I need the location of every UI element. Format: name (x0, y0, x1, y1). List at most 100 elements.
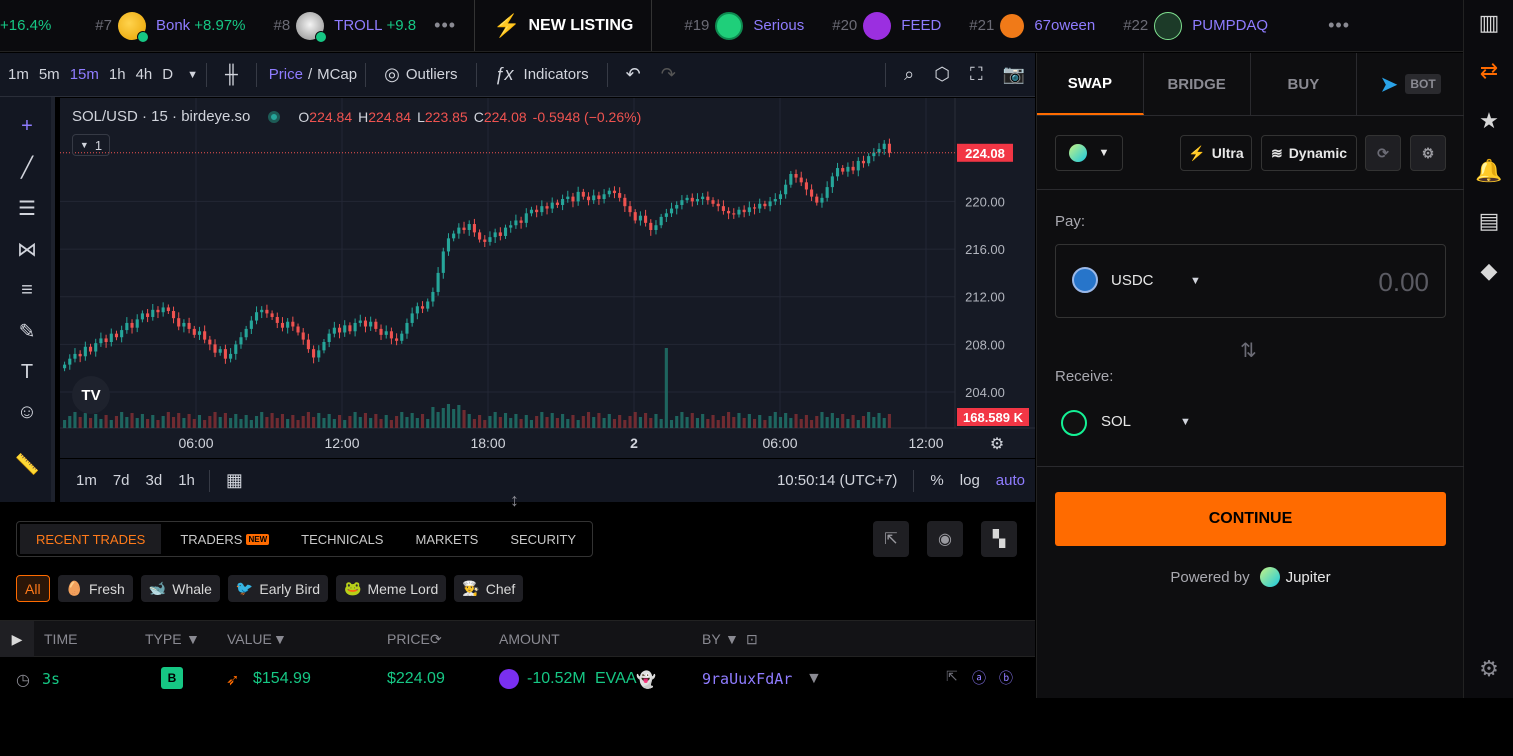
filter-early-bird[interactable]: 🐦 Early Bird (227, 575, 329, 602)
ticker-item-bonk[interactable]: #7 Bonk +8.97% (95, 0, 245, 51)
tab-markets[interactable]: MARKETS (415, 531, 479, 547)
percent-toggle[interactable]: % (930, 472, 944, 489)
listing-67oween[interactable]: #21 67oween (969, 0, 1095, 51)
listing-serious[interactable]: #19 Serious (684, 0, 804, 51)
resize-handle[interactable]: ↕ (510, 490, 519, 510)
legend-collapse-button[interactable]: ▼ 1 (72, 134, 110, 156)
redo-icon[interactable]: ↷ (660, 64, 676, 84)
receive-token[interactable]: SOL (1101, 413, 1132, 430)
network-select[interactable]: ▼ (1055, 135, 1123, 171)
range-1m[interactable]: 1m (76, 472, 97, 489)
layout-button[interactable]: ▚ (981, 521, 1017, 557)
swap-direction-icon[interactable]: ⇅ (1240, 340, 1257, 362)
indicators-button[interactable]: Indicators (523, 66, 589, 83)
mcap-toggle[interactable]: MCap (317, 66, 358, 83)
price-chart[interactable]: 220.00 216.00 212.00 208.00 204.00 06:00 12:00… (60, 98, 1035, 458)
prediction-icon[interactable]: ≡ (21, 278, 33, 301)
filter-fresh[interactable]: 🥚 Fresh (57, 575, 133, 602)
tab-recent-trades[interactable]: RECENT TRADES (20, 524, 162, 554)
listing-feed[interactable]: #20 FEED (832, 0, 941, 51)
filter-whale[interactable]: 🐋 Whale (140, 575, 220, 602)
chevron-down-icon[interactable]: ▼ (1180, 416, 1191, 428)
price-toggle[interactable]: Price (268, 66, 303, 83)
fib-icon[interactable]: ☰ (18, 197, 36, 220)
filter-icon[interactable]: ▼ (725, 631, 739, 647)
table-row[interactable]: ◷ 3s B ➶ $154.99 $224.09 -10.52M EVAA 👻 … (0, 658, 1035, 698)
text-icon[interactable]: T (20, 360, 34, 383)
settings-icon[interactable]: ⬡ (934, 64, 950, 84)
undo-icon[interactable]: ↶ (625, 64, 641, 84)
timeframe-4h[interactable]: 4h (135, 66, 153, 83)
tag-icon[interactable]: ◆ (1480, 258, 1498, 283)
listing-pumpdaq[interactable]: #22 PUMPDAQ (1123, 0, 1268, 51)
pay-token[interactable]: USDC (1111, 272, 1154, 289)
continue-button[interactable]: CONTINUE (1055, 492, 1446, 546)
crosshair-icon[interactable]: + (21, 114, 33, 137)
bot-icon[interactable]: ⊡ (746, 631, 758, 647)
camera-icon[interactable]: 📷 (1002, 64, 1025, 84)
brush-icon[interactable]: ✎ (18, 320, 36, 343)
col-price[interactable]: PRICE (387, 631, 430, 647)
bell-icon[interactable]: 🔔 (1475, 158, 1503, 183)
timeframe-D[interactable]: D (162, 66, 174, 83)
star-icon[interactable]: ★ (1479, 108, 1499, 133)
filter-all[interactable]: All (16, 575, 50, 602)
external-link-icon[interactable]: ⇱ (946, 668, 958, 684)
play-icon[interactable]: ▶ (0, 621, 34, 657)
filter-meme-lord[interactable]: 🐸 Meme Lord (336, 575, 447, 602)
pattern-icon[interactable]: ⋈ (17, 238, 37, 261)
range-3d[interactable]: 3d (145, 472, 163, 489)
auto-toggle[interactable]: auto (995, 472, 1025, 489)
chevron-down-icon[interactable]: ▼ (187, 68, 198, 81)
more-icon[interactable]: ••• (434, 15, 457, 35)
timeframe-5m[interactable]: 5m (38, 66, 60, 83)
col-by[interactable]: BY (702, 631, 721, 647)
filter-chef[interactable]: 👨‍🍳 Chef (454, 575, 524, 602)
explorer-icon[interactable]: ⓐ (972, 670, 986, 686)
ruler-icon[interactable]: 📏 (14, 453, 40, 476)
range-7d[interactable]: 7d (112, 472, 130, 489)
col-amount[interactable]: AMOUNT (499, 631, 560, 647)
tab-technicals[interactable]: TECHNICALS (301, 531, 384, 547)
tab-bot[interactable]: ➤ BOT (1357, 53, 1464, 115)
range-1h[interactable]: 1h (178, 472, 195, 489)
tab-traders[interactable]: TRADERS NEW (180, 531, 270, 547)
refresh-button[interactable]: ⟳ (1365, 135, 1401, 171)
more-icon[interactable]: ••• (1328, 15, 1350, 35)
settings-button[interactable]: ⚙ (1410, 135, 1446, 171)
chevron-down-icon[interactable]: ▼ (1190, 275, 1201, 287)
tab-bridge[interactable]: BRIDGE (1144, 53, 1251, 115)
filter-icon[interactable]: ▼ (806, 670, 822, 687)
explorer-icon[interactable]: ⓑ (999, 670, 1013, 686)
wallet-icon[interactable]: ▤ (1478, 208, 1500, 233)
tab-swap[interactable]: SWAP (1037, 53, 1144, 115)
settings-gear-icon[interactable]: ⚙ (1479, 656, 1499, 681)
quick-search-icon[interactable]: ⌕ (904, 64, 915, 84)
timeframe-1h[interactable]: 1h (108, 66, 126, 83)
tab-security[interactable]: SECURITY (510, 531, 577, 547)
smiley-icon[interactable]: ☺ (16, 400, 38, 423)
filter-icon[interactable]: ▼ (186, 631, 200, 647)
dynamic-button[interactable]: ≋ Dynamic (1261, 135, 1357, 171)
swap-arrows-icon[interactable]: ⇄ (1479, 58, 1499, 83)
col-value[interactable]: VALUE (227, 631, 272, 647)
timeframe-15m[interactable]: 15m (69, 66, 99, 83)
trend-line-icon[interactable]: ╱ (20, 156, 34, 179)
refresh-icon[interactable]: ⟳ (430, 631, 442, 647)
eye-button[interactable]: ◉ (927, 521, 963, 557)
calendar-icon[interactable]: ▦ (225, 470, 243, 490)
tab-buy[interactable]: BUY (1251, 53, 1358, 115)
log-toggle[interactable]: log (959, 472, 980, 489)
candles-icon[interactable]: ╫ (224, 64, 238, 84)
col-time[interactable]: TIME (44, 631, 78, 647)
fullscreen-icon[interactable]: ⛶ (969, 64, 983, 84)
pay-amount-input[interactable]: 0.00 (1378, 267, 1429, 297)
filter-icon[interactable]: ▼ (273, 631, 287, 647)
candlestick-chart[interactable]: 220.00 216.00 212.00 208.00 204.00 06:00 12:00… (60, 98, 1035, 458)
outliers-button[interactable]: Outliers (405, 66, 458, 83)
trader-address[interactable]: 9raUuxFdAr (702, 670, 793, 688)
external-link-button[interactable]: ⇱ (873, 521, 909, 557)
ultra-button[interactable]: ⚡ Ultra (1180, 135, 1252, 171)
pay-box[interactable]: USDC ▼ 0.00 (1055, 244, 1446, 318)
columns-icon[interactable]: ▥ (1478, 10, 1500, 35)
